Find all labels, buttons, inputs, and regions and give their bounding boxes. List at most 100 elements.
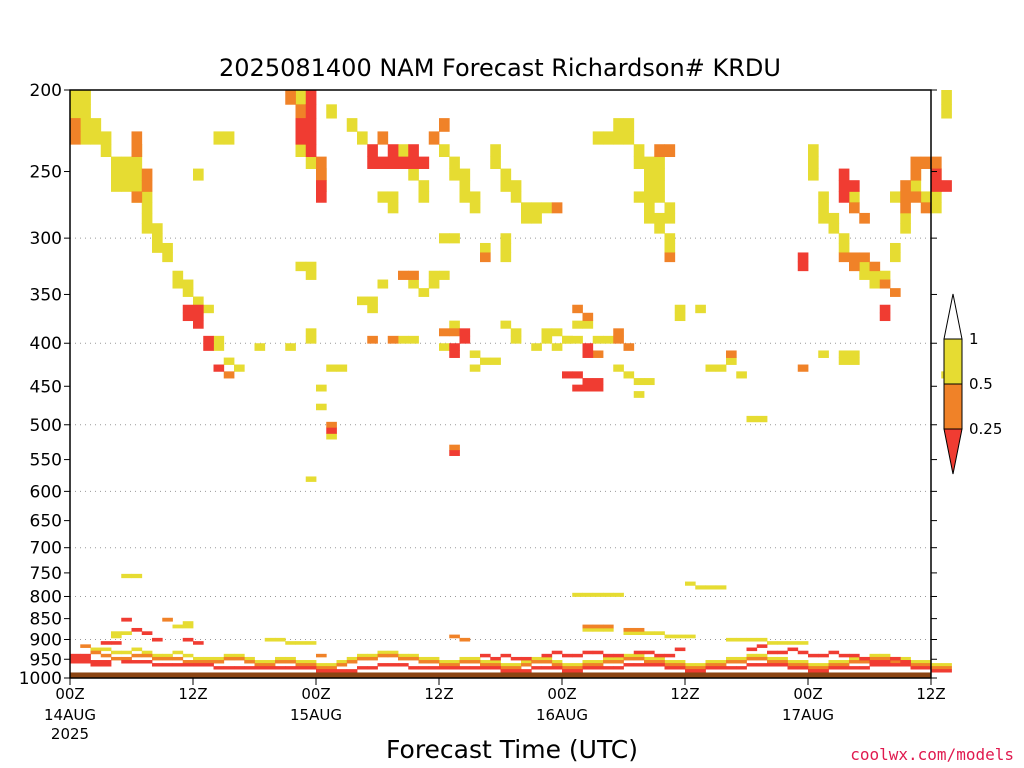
cell-lt1-4h-888hpa bbox=[111, 635, 122, 639]
cell-lt1-21h-400hpa bbox=[285, 343, 296, 351]
cell-lt1-53h-224hpa bbox=[613, 131, 624, 144]
cell-lt025-52h-936hpa bbox=[603, 654, 614, 658]
cell-lt1-58h-888hpa bbox=[665, 635, 676, 639]
cell-lt05-58h-232hpa bbox=[665, 144, 676, 157]
cell-lt1-57h-288hpa bbox=[654, 223, 665, 233]
legend-arrow-bottom bbox=[944, 429, 962, 474]
cell-lt025-34h-968hpa bbox=[419, 666, 430, 669]
cell-lt1-42h-296hpa bbox=[501, 233, 512, 243]
cell-lt025-61h-976hpa bbox=[695, 669, 706, 672]
cell-lt025-13h-960hpa bbox=[203, 663, 214, 666]
credit-text: coolwx.com/models bbox=[850, 745, 1014, 764]
cell-lt05-2h-928hpa bbox=[91, 651, 102, 655]
cell-lt1-23h-904hpa bbox=[306, 641, 317, 645]
cell-lt025-12h-368hpa bbox=[193, 313, 204, 321]
cell-lt025-53h-968hpa bbox=[613, 666, 624, 669]
cell-lt1-85h-208hpa bbox=[941, 104, 952, 118]
cell-lt025-84h-256hpa bbox=[931, 180, 942, 192]
cell-lt025-67h-912hpa bbox=[757, 644, 768, 648]
cell-lt025-70h-920hpa bbox=[788, 648, 799, 652]
cell-lt05-23h-960hpa bbox=[306, 663, 317, 666]
cell-lt05-1h-912hpa bbox=[80, 644, 91, 648]
cell-lt1-12h-352hpa bbox=[193, 297, 204, 306]
cell-lt1-7h-288hpa bbox=[142, 223, 153, 233]
cell-lt05-8h-944hpa bbox=[152, 657, 163, 660]
cell-lt025-49h-432hpa bbox=[572, 371, 583, 378]
cell-lt025-24h-264hpa bbox=[316, 191, 327, 202]
cell-lt05-47h-272hpa bbox=[552, 202, 563, 213]
cell-lt05-44h-960hpa bbox=[521, 663, 532, 666]
cell-lt05-24h-240hpa bbox=[316, 157, 327, 169]
cell-lt1-38h-256hpa bbox=[460, 180, 471, 192]
cell-lt025-66h-960hpa bbox=[747, 663, 758, 666]
cell-lt1-48h-392hpa bbox=[562, 336, 573, 344]
cell-lt05-58h-312hpa bbox=[665, 252, 676, 262]
cell-lt1-63h-424hpa bbox=[716, 365, 727, 372]
cell-lt025-55h-960hpa bbox=[634, 663, 645, 666]
cell-lt1-14h-400hpa bbox=[214, 343, 225, 351]
cell-lt1-52h-944hpa bbox=[603, 657, 614, 660]
cell-lt1-45h-400hpa bbox=[531, 343, 542, 351]
cell-lt05-25h-496hpa bbox=[326, 422, 337, 428]
cell-lt1-4h-240hpa bbox=[111, 157, 122, 169]
cell-lt025-51h-448hpa bbox=[593, 385, 604, 392]
cell-lt1-40h-952hpa bbox=[480, 660, 491, 663]
cell-lt025-71h-928hpa bbox=[798, 651, 809, 655]
cell-lt1-57h-240hpa bbox=[654, 157, 665, 169]
cell-lt1-11h-336hpa bbox=[183, 280, 194, 289]
cell-lt1-17h-944hpa bbox=[244, 657, 255, 660]
cell-lt05-56h-952hpa bbox=[644, 660, 655, 663]
cell-lt1-81h-288hpa bbox=[900, 223, 911, 233]
cell-lt05-7h-936hpa bbox=[142, 654, 153, 658]
cell-lt1-57h-280hpa bbox=[654, 213, 665, 224]
cell-lt025-17h-968hpa bbox=[244, 666, 255, 669]
x-tick-label-2: 00Z bbox=[301, 685, 330, 703]
cell-lt025-35h-968hpa bbox=[429, 666, 440, 669]
x-tick-label-5: 12Z bbox=[670, 685, 699, 703]
cell-lt025-51h-440hpa bbox=[593, 378, 604, 385]
cell-lt1-67h-488hpa bbox=[757, 416, 768, 422]
cell-lt05-66h-944hpa bbox=[747, 657, 758, 660]
cell-lt05-21h-200hpa bbox=[285, 90, 296, 105]
cell-lt1-5h-248hpa bbox=[121, 169, 132, 181]
cell-lt05-57h-952hpa bbox=[654, 660, 665, 663]
cell-lt1-42h-312hpa bbox=[501, 252, 512, 262]
cell-lt1-59h-360hpa bbox=[675, 305, 686, 313]
y-tick-label-750: 750 bbox=[30, 564, 62, 584]
cell-lt025-29h-232hpa bbox=[367, 144, 378, 157]
cell-lt025-77h-968hpa bbox=[859, 666, 870, 669]
cell-lt05-25h-968hpa bbox=[326, 666, 337, 669]
cell-lt1-44h-952hpa bbox=[521, 660, 532, 663]
cell-lt05-38h-896hpa bbox=[460, 638, 471, 642]
x-tick-date-6: 17AUG bbox=[782, 706, 834, 724]
cell-lt025-12h-360hpa bbox=[193, 305, 204, 313]
cell-lt05-82h-960hpa bbox=[911, 663, 922, 666]
cell-lt1-45h-272hpa bbox=[531, 202, 542, 213]
cell-lt025-50h-928hpa bbox=[583, 651, 594, 655]
cell-lt05-22h-208hpa bbox=[296, 104, 307, 118]
cell-lt05-77h-952hpa bbox=[859, 660, 870, 663]
cell-lt1-25h-512hpa bbox=[326, 433, 337, 439]
cell-lt1-56h-256hpa bbox=[644, 180, 655, 192]
cell-lt05-71h-424hpa bbox=[798, 365, 809, 372]
cell-lt1-78h-328hpa bbox=[870, 271, 881, 280]
cell-lt1-72h-960hpa bbox=[808, 663, 819, 666]
cell-lt05-0h-216hpa bbox=[70, 118, 81, 132]
cell-lt1-56h-944hpa bbox=[644, 657, 655, 660]
cell-lt1-28h-352hpa bbox=[357, 297, 368, 306]
legend: 10.50.25 bbox=[944, 294, 1002, 474]
cell-lt05-61h-968hpa bbox=[695, 666, 706, 669]
cell-lt1-36h-296hpa bbox=[439, 233, 450, 243]
cell-lt025-78h-960hpa bbox=[870, 663, 881, 666]
cell-lt1-26h-424hpa bbox=[337, 365, 348, 372]
cell-lt025-12h-960hpa bbox=[193, 663, 204, 666]
cell-lt1-35h-336hpa bbox=[429, 280, 440, 289]
cell-lt1-56h-880hpa bbox=[644, 631, 655, 635]
cell-lt025-75h-936hpa bbox=[839, 654, 850, 658]
cell-lt1-12h-944hpa bbox=[193, 657, 204, 660]
cell-lt05-15h-944hpa bbox=[224, 657, 235, 660]
cell-lt1-38h-248hpa bbox=[460, 169, 471, 181]
cell-lt025-13h-392hpa bbox=[203, 336, 214, 344]
cell-lt05-17h-952hpa bbox=[244, 660, 255, 663]
cell-lt1-3h-232hpa bbox=[101, 144, 112, 157]
